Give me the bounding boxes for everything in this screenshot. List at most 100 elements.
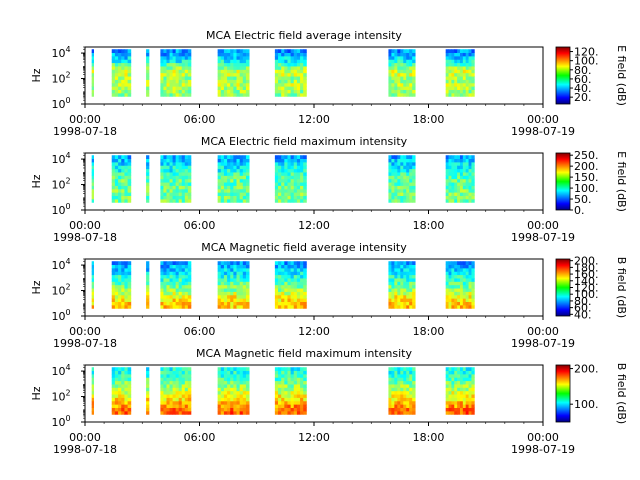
spectrogram-cell (114, 198, 119, 203)
spectrogram-cell (111, 261, 116, 265)
spectrogram-cell (459, 92, 464, 97)
spectrogram-cell (448, 66, 452, 70)
spectrogram-cell (284, 400, 288, 405)
spectrogram-cell (290, 195, 295, 200)
spectrogram-cell (172, 165, 177, 170)
spectrogram-cell (278, 367, 282, 371)
spectrogram-cell (293, 49, 298, 53)
spectrogram-cell (160, 86, 164, 90)
spectrogram-cell (445, 387, 449, 392)
spectrogram-cell (274, 192, 279, 196)
spectrogram-cell (233, 155, 237, 159)
spectrogram-cell (281, 161, 285, 166)
spectrogram-cell (163, 175, 167, 180)
spectrogram-cell (287, 278, 292, 282)
spectrogram-cell (166, 400, 170, 405)
spectrogram-cell (388, 182, 392, 186)
colorbar-tick-label: 200. (574, 363, 599, 376)
spectrogram-cell (459, 267, 464, 272)
spectrogram-cell (181, 59, 186, 64)
spectrogram-cell (242, 158, 247, 163)
spectrogram-cell (146, 264, 150, 269)
spectrogram-cell (166, 198, 170, 203)
spectrogram-cell (181, 182, 186, 186)
spectrogram-cell (400, 66, 404, 70)
spectrogram-cell (127, 373, 132, 378)
spectrogram-cell (146, 185, 150, 190)
spectrogram-cell (412, 284, 416, 289)
spectrogram-cell (462, 407, 467, 412)
spectrogram-cell (230, 301, 234, 306)
spectrogram-cell (217, 380, 222, 385)
spectrogram-cell (394, 298, 398, 302)
spectrogram-cell (445, 49, 449, 53)
spectrogram-cell (462, 69, 467, 74)
spectrogram-cell (175, 198, 180, 203)
spectrogram-cell (293, 76, 298, 80)
spectrogram-cell (245, 155, 250, 159)
spectrogram-cell (166, 52, 170, 57)
spectrogram-cell (217, 400, 222, 405)
spectrogram-cell (287, 192, 292, 196)
spectrogram-cell (394, 294, 398, 299)
spectrogram-cell (457, 380, 461, 385)
spectrogram-cell (462, 182, 467, 186)
spectrogram-cell (172, 188, 177, 193)
spectrogram-cell (462, 192, 467, 196)
spectrogram-cell (454, 298, 458, 302)
spectrogram-cell (121, 367, 125, 371)
spectrogram-cell (281, 192, 285, 196)
spectrogram-cell (462, 86, 467, 90)
spectrogram-cell (290, 284, 295, 289)
spectrogram-cell (223, 79, 228, 84)
spectrogram-cell (278, 55, 282, 60)
spectrogram-cell (406, 165, 410, 170)
spectrogram-cell (400, 172, 404, 176)
spectrogram-cell (111, 397, 116, 402)
spectrogram-cell (127, 404, 132, 408)
spectrogram-cell (448, 264, 452, 269)
spectrogram-cell (242, 69, 247, 74)
spectrogram-cell (293, 89, 298, 94)
spectrogram-cell (284, 291, 288, 296)
spectrogram-cell (448, 198, 452, 203)
spectrogram-cell (388, 195, 392, 200)
spectrogram-cell (394, 55, 398, 60)
colorbar-tick-label: 80. (574, 295, 592, 308)
spectrogram-cell (163, 278, 167, 282)
spectrogram-cell (406, 69, 410, 74)
spectrogram-cell (91, 86, 94, 90)
spectrogram-cell (236, 367, 241, 371)
spectrogram-cell (181, 271, 186, 276)
spectrogram-cell (465, 172, 469, 176)
spectrogram-cell (471, 301, 475, 306)
spectrogram-cell (121, 284, 125, 289)
spectrogram-cell (230, 394, 234, 398)
spectrogram-cell (457, 82, 461, 87)
spectrogram-cell (397, 66, 401, 70)
spectrogram-cell (293, 172, 298, 176)
spectrogram-cell (242, 76, 247, 80)
spectrogram-panel-3: MCA Magnetic field average intensity1001… (30, 241, 628, 350)
spectrogram-cell (281, 397, 285, 402)
spectrogram-cell (223, 175, 228, 180)
spectrogram-cell (163, 301, 167, 306)
spectrogram-cell (471, 390, 475, 395)
spectrogram-cell (293, 59, 298, 64)
spectrogram-cell (468, 407, 472, 412)
spectrogram-cell (91, 271, 94, 276)
spectrogram-cell (287, 165, 292, 170)
spectrogram-cell (111, 407, 116, 412)
spectrogram-cell (394, 370, 398, 375)
spectrogram-cell (175, 168, 180, 173)
spectrogram-cell (111, 380, 116, 385)
spectrogram-cell (163, 69, 167, 74)
spectrogram-cell (412, 407, 416, 412)
spectrogram-cell (400, 52, 404, 57)
spectrogram-cell (454, 55, 458, 60)
spectrogram-cell (278, 182, 282, 186)
spectrogram-cell (181, 404, 186, 408)
spectrogram-cell (465, 304, 469, 309)
spectrogram-cell (181, 410, 186, 415)
spectrogram-cell (127, 188, 132, 193)
